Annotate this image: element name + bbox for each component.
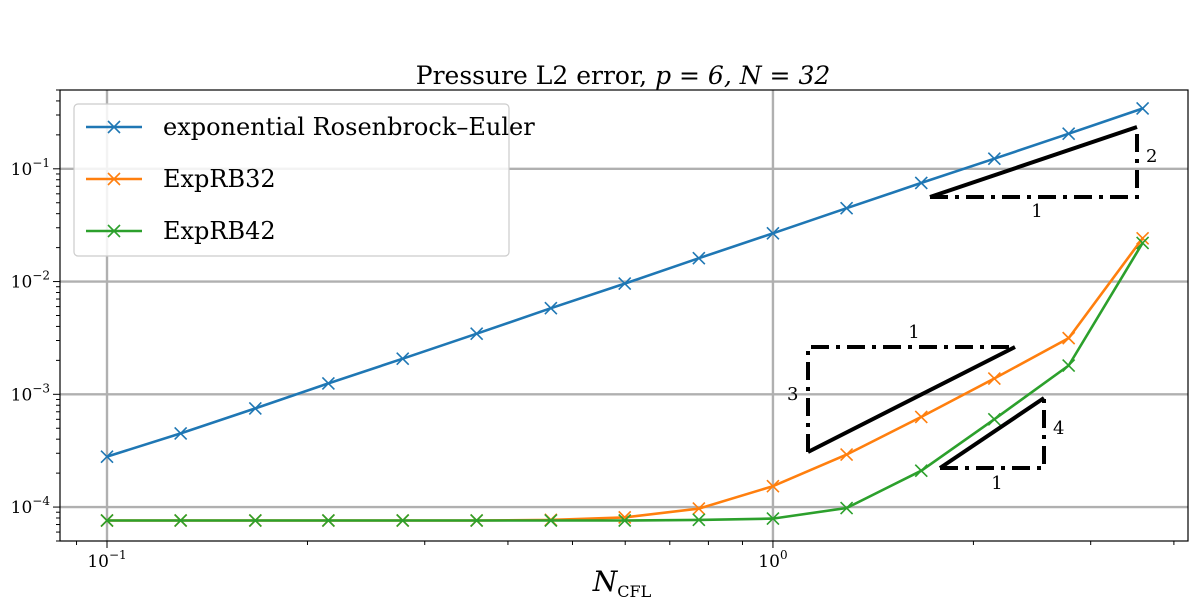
series-2-point bbox=[987, 412, 1001, 426]
series-2-point bbox=[470, 513, 484, 528]
series-1-point bbox=[987, 371, 1001, 386]
x-tick-exponent: −1 bbox=[109, 548, 127, 562]
series-2-point bbox=[174, 513, 188, 528]
series-2-point bbox=[914, 464, 928, 478]
slope-4-rise-label: 4 bbox=[1053, 418, 1064, 439]
series-0-point bbox=[1136, 101, 1150, 116]
slope-triangles: 1 2 1 3 1 4 bbox=[787, 125, 1157, 494]
slope-2-hypotenuse bbox=[929, 125, 1138, 199]
chart-title-prefix: Pressure L2 error, bbox=[416, 61, 655, 90]
legend-label: ExpRB32 bbox=[163, 165, 276, 193]
legend-item: exponential Rosenbrock–Euler bbox=[86, 113, 535, 141]
slope-2-rise-label: 2 bbox=[1146, 146, 1157, 167]
series-0-point bbox=[840, 201, 854, 215]
y-tick-base: 10 bbox=[11, 385, 33, 405]
series-2-point bbox=[396, 513, 410, 528]
series-1-point bbox=[766, 479, 780, 493]
y-tick-exponent: −3 bbox=[32, 381, 50, 395]
series-2-point bbox=[321, 513, 335, 528]
series-0-point bbox=[470, 327, 484, 341]
series-0-point bbox=[987, 152, 1001, 166]
x-tick-label: 10−1 bbox=[87, 548, 126, 572]
slope-4-hypotenuse bbox=[938, 396, 1046, 470]
slope-2-run-label: 1 bbox=[1031, 201, 1042, 222]
series-group bbox=[100, 101, 1150, 528]
series-2-point bbox=[692, 513, 706, 527]
y-tick-exponent: −2 bbox=[32, 269, 50, 283]
slope-3-run-label: 1 bbox=[908, 322, 919, 343]
y-tick-base: 10 bbox=[11, 160, 33, 180]
series-0-point bbox=[618, 276, 632, 291]
x-axis-label-main: N bbox=[592, 565, 619, 598]
y-tick-label: 10−2 bbox=[11, 269, 50, 293]
series-0-point bbox=[248, 401, 262, 415]
y-tick-label: 10−3 bbox=[11, 381, 50, 405]
x-axis-label: NCFL bbox=[592, 565, 652, 600]
series-2-point bbox=[840, 501, 854, 515]
series-2-point bbox=[1136, 236, 1150, 250]
legend-swatch-marker bbox=[107, 120, 121, 134]
slope-2-triangle: 1 2 bbox=[929, 125, 1157, 222]
legend-swatch-marker bbox=[107, 172, 121, 186]
y-tick-exponent: −1 bbox=[32, 156, 50, 170]
series-1-point bbox=[1062, 331, 1076, 345]
legend-frame bbox=[73, 103, 510, 257]
y-tick-exponent: −4 bbox=[32, 494, 50, 508]
legend-item: ExpRB42 bbox=[86, 217, 276, 245]
series-0-point bbox=[396, 352, 410, 366]
series-2-point bbox=[766, 512, 780, 526]
x-tick-base: 10 bbox=[758, 552, 780, 572]
x-tick-base: 10 bbox=[87, 552, 109, 572]
x-tick-exponent: 0 bbox=[780, 548, 788, 562]
legend-label: exponential Rosenbrock–Euler bbox=[163, 113, 535, 141]
series-2 bbox=[100, 236, 1150, 528]
slope-3-rise-label: 3 bbox=[787, 384, 798, 405]
series-0-point bbox=[321, 376, 335, 390]
series-2-point bbox=[1062, 358, 1076, 373]
chart-title-math: p = 6, N = 32 bbox=[655, 61, 830, 90]
x-tick-label: 100 bbox=[758, 548, 787, 572]
slope-2-legs bbox=[930, 127, 1139, 199]
legend-label: ExpRB42 bbox=[163, 217, 276, 245]
series-0-point bbox=[692, 251, 706, 265]
series-2-point bbox=[248, 513, 262, 528]
y-tick-label: 10−4 bbox=[11, 494, 51, 518]
series-0 bbox=[100, 101, 1150, 464]
series-2-point bbox=[544, 513, 558, 528]
legend: exponential Rosenbrock–Euler ExpRB32 ExpRB… bbox=[73, 103, 535, 257]
series-0-point bbox=[1062, 127, 1076, 141]
legend-item: ExpRB32 bbox=[86, 165, 276, 193]
series-2-point bbox=[100, 513, 114, 528]
series-0-point bbox=[174, 426, 188, 440]
y-tick-base: 10 bbox=[11, 498, 33, 518]
series-1-point bbox=[692, 501, 706, 516]
chart-title: Pressure L2 error, p = 6, N = 32 bbox=[416, 61, 831, 90]
series-0-point bbox=[544, 301, 558, 315]
slope-4-triangle: 1 4 bbox=[938, 396, 1064, 494]
slope-3-legs bbox=[806, 345, 1015, 452]
series-2-point bbox=[618, 513, 632, 528]
x-axis-label-sub: CFL bbox=[617, 582, 651, 600]
series-1-point bbox=[840, 448, 854, 462]
series-0-point bbox=[914, 176, 928, 190]
series-1-point bbox=[1136, 231, 1150, 245]
series-1-point bbox=[914, 410, 928, 424]
legend-swatch-marker bbox=[107, 224, 121, 238]
series-0-point bbox=[766, 226, 780, 240]
series-0-point bbox=[100, 450, 114, 464]
y-tick-label: 10−1 bbox=[11, 156, 50, 180]
slope-3-hypotenuse bbox=[807, 345, 1016, 454]
slope-4-run-label: 1 bbox=[991, 473, 1002, 494]
y-tick-base: 10 bbox=[11, 273, 33, 293]
slope-3-triangle: 1 3 bbox=[787, 322, 1016, 454]
slope-4-legs bbox=[940, 398, 1046, 470]
